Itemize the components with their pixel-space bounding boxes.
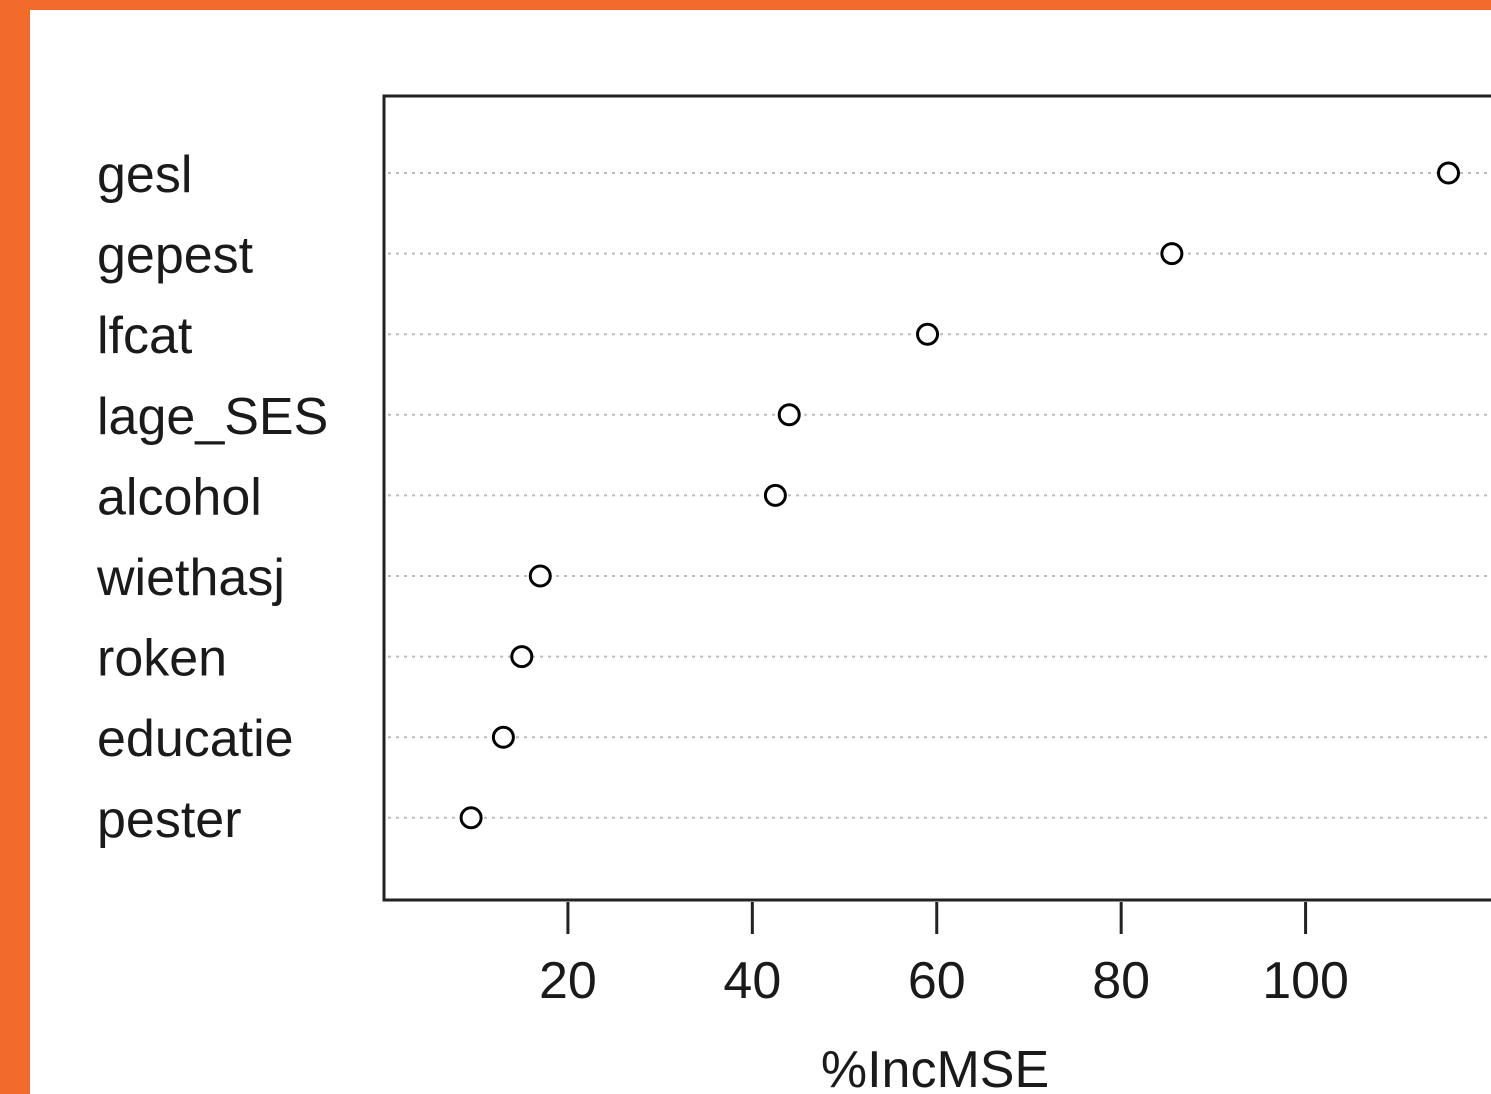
plot-area	[382, 94, 1491, 902]
point-gepest	[1160, 242, 1184, 266]
point-educatie	[491, 725, 515, 749]
category-label-wiethasj: wiethasj	[96, 549, 285, 607]
x-tick-label-80: 80	[1092, 952, 1150, 1010]
x-tick-label-40: 40	[723, 952, 781, 1010]
point-gesl	[1437, 161, 1461, 185]
point-roken	[510, 645, 534, 669]
category-label-educatie: educatie	[97, 710, 294, 768]
category-label-pester: pester	[97, 791, 242, 849]
point-pester	[459, 806, 483, 830]
category-label-roken: roken	[97, 630, 227, 688]
category-label-gepest: gepest	[97, 227, 254, 285]
point-wiethasj	[528, 564, 552, 588]
category-label-gesl: gesl	[97, 146, 192, 204]
x-tick-label-20: 20	[539, 952, 597, 1010]
point-lage_SES	[777, 403, 801, 427]
x-axis-title: %IncMSE	[821, 1041, 1049, 1094]
category-label-lfcat: lfcat	[97, 307, 193, 365]
x-tick-label-100: 100	[1262, 952, 1349, 1010]
x-tick-label-60: 60	[908, 952, 966, 1010]
point-lfcat	[916, 322, 940, 346]
category-label-alcohol: alcohol	[97, 468, 262, 526]
category-label-lage_SES: lage_SES	[97, 388, 328, 446]
point-alcohol	[763, 483, 787, 507]
